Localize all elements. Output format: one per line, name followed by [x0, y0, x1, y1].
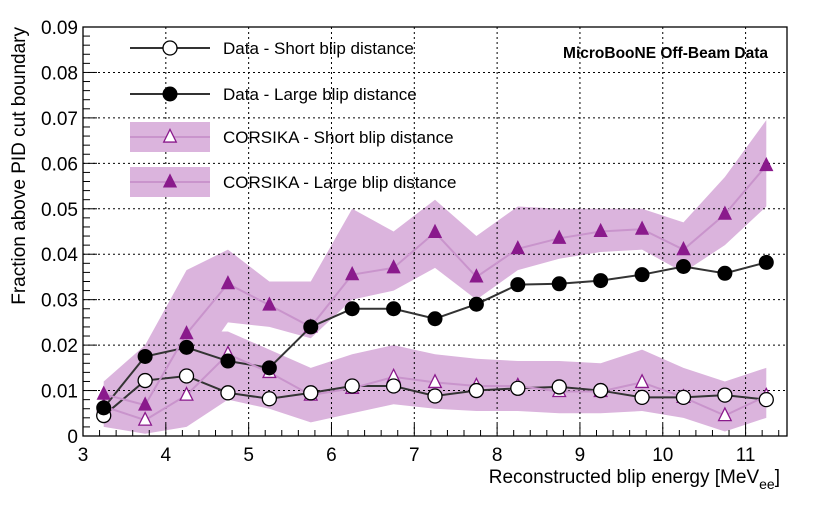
marker-series-1-point-10 — [510, 277, 526, 293]
y-tick-label-7: 0.07 — [41, 109, 78, 130]
marker-series-1-point-1 — [137, 348, 153, 364]
marker-series-3-point-0 — [96, 385, 111, 400]
marker-series-1-point-6 — [344, 301, 360, 317]
y-tick-label-1: 0.01 — [41, 382, 78, 403]
marker-series-0-point-5 — [303, 385, 319, 401]
y-tick-label-8: 0.08 — [41, 63, 78, 84]
x-axis-title-subscript: ee — [759, 476, 775, 492]
legend-marker-0 — [162, 40, 178, 56]
marker-series-3-point-3 — [220, 275, 236, 290]
x-axis-title-close: ] — [775, 467, 780, 488]
marker-series-0-point-1 — [137, 372, 153, 389]
marker-series-3-point-4 — [262, 296, 277, 311]
legend-marker-1 — [162, 86, 178, 102]
axes: 3 4 5 6 7 8 9 10 11 0 0.01 0.02 0.03 0.04 0.05 0.06 0.07… — [41, 18, 788, 466]
marker-series-3-point-9 — [469, 268, 484, 283]
x-tick-label-6: 9 — [575, 445, 586, 466]
x-axis-title-main: Reconstructed blip energy [MeV — [489, 467, 760, 488]
marker-series-2-point-1 — [137, 411, 153, 426]
legend-label-2: CORSIKA - Short blip distance — [223, 128, 454, 147]
x-tick-label-8: 11 — [736, 445, 756, 466]
plot-frame — [82, 26, 788, 437]
marker-series-1-point-5 — [303, 319, 319, 335]
marker-series-1-point-7 — [386, 301, 402, 317]
marker-series-0-point-7 — [385, 378, 402, 394]
marker-series-1-point-15 — [717, 265, 733, 281]
marker-series-3-point-6 — [345, 265, 360, 281]
legend-marker-3 — [162, 173, 178, 188]
legend-marker-2 — [162, 127, 178, 143]
experiment-annotation: MicroBooNE Off-Beam Data — [563, 45, 768, 62]
marker-series-3-point-10 — [510, 240, 525, 255]
marker-series-3-point-1 — [138, 396, 153, 411]
marker-series-1-point-12 — [593, 273, 609, 289]
marker-series-3-point-14 — [676, 240, 691, 256]
marker-series-0-point-4 — [261, 391, 278, 407]
marker-series-1-point-9 — [468, 296, 484, 312]
marker-series-1-point-3 — [220, 353, 236, 369]
y-tick-label-9: 0.09 — [41, 18, 78, 39]
marker-series-2-point-15 — [717, 406, 733, 422]
marker-series-3-point-11 — [552, 229, 567, 244]
y-tick-label-2: 0.02 — [41, 336, 78, 357]
marker-series-0-point-6 — [344, 378, 360, 394]
marker-series-0-point-15 — [717, 387, 733, 403]
marker-series-1-point-11 — [551, 276, 567, 292]
marker-series-2-point-13 — [634, 373, 650, 389]
x-tick-label-4: 7 — [409, 445, 420, 466]
marker-series-3-point-12 — [593, 222, 608, 238]
x-tick-label-5: 8 — [492, 445, 503, 466]
marker-series-1-point-4 — [261, 360, 277, 376]
marker-series-0-point-16 — [758, 391, 774, 408]
legend-label-0: Data - Short blip distance — [223, 39, 414, 58]
marker-series-2-point-8 — [427, 373, 443, 389]
x-tick-label-3: 6 — [326, 445, 337, 466]
y-tick-label-0: 0 — [67, 427, 78, 448]
band-series-3 — [103, 120, 767, 423]
marker-series-0-point-13 — [634, 389, 650, 406]
marker-series-3-point-7 — [386, 259, 401, 274]
marker-series-3-point-8 — [427, 223, 443, 238]
marker-series-3-point-13 — [634, 220, 650, 235]
marker-series-0-point-2 — [178, 368, 195, 384]
y-tick-label-5: 0.05 — [41, 200, 78, 221]
marker-series-1-point-14 — [675, 258, 691, 274]
marker-series-0-point-14 — [675, 389, 692, 406]
marker-series-0-point-3 — [220, 385, 236, 401]
marker-series-0-point-11 — [551, 379, 567, 395]
x-axis-title: Reconstructed blip energy [MeVee] — [489, 467, 780, 492]
marker-series-2-point-2 — [179, 386, 194, 401]
marker-series-3-point-2 — [179, 325, 194, 340]
marker-series-1-point-8 — [427, 311, 443, 327]
legend-label-3: CORSIKA - Large blip distance — [223, 173, 456, 192]
marker-series-1-point-0 — [96, 400, 112, 416]
y-tick-label-6: 0.06 — [41, 154, 78, 175]
marker-series-0-point-12 — [592, 382, 609, 399]
legend: Data - Short blip distance Data - Large b… — [130, 39, 456, 197]
x-tick-label-7: 10 — [652, 445, 673, 466]
marker-series-1-point-2 — [179, 339, 195, 355]
series-markers — [96, 156, 774, 426]
y-axis-title: Fraction above PID cut boundary — [9, 27, 30, 305]
x-tick-label-0: 3 — [78, 445, 89, 466]
marker-series-0-point-9 — [468, 382, 485, 399]
marker-series-0-point-10 — [510, 380, 526, 396]
y-tick-label-4: 0.04 — [41, 245, 78, 266]
y-tick-label-3: 0.03 — [41, 291, 78, 312]
marker-series-0-point-8 — [427, 388, 443, 404]
marker-series-3-point-15 — [717, 205, 732, 220]
x-tick-label-2: 5 — [243, 445, 254, 466]
legend-label-1: Data - Large blip distance — [223, 85, 417, 104]
x-tick-label-1: 4 — [161, 445, 172, 466]
marker-series-1-point-16 — [758, 254, 774, 270]
marker-series-1-point-13 — [634, 267, 650, 283]
marker-series-3-point-16 — [759, 156, 774, 172]
